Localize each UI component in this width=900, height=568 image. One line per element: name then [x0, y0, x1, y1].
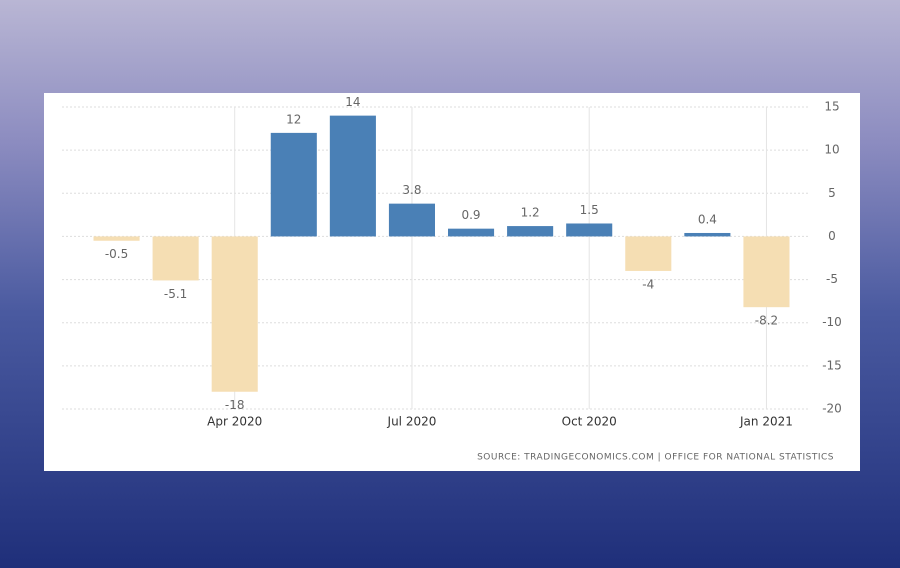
- y-tick-label: -5: [826, 272, 838, 286]
- x-tick-label: Apr 2020: [207, 415, 262, 429]
- bar: [93, 236, 140, 241]
- y-tick-label: -10: [822, 315, 842, 329]
- y-tick-label: 0: [828, 229, 836, 243]
- x-tick-label: Oct 2020: [562, 415, 617, 429]
- y-tick-label: -15: [822, 358, 842, 372]
- x-tick-label: Jan 2021: [739, 415, 793, 429]
- data-label: 0.9: [461, 208, 480, 222]
- bar: [625, 236, 672, 271]
- source: SOURCE: TRADINGECONOMICS.COM | OFFICE FO…: [477, 453, 834, 463]
- bar: [507, 226, 554, 237]
- y-tick-label: 15: [824, 100, 839, 114]
- data-label: 3.8: [402, 183, 421, 197]
- x-tick-label: Jul 2020: [387, 415, 437, 429]
- bar: [684, 232, 731, 237]
- y-tick-label: -20: [822, 402, 842, 416]
- data-label: 1.5: [580, 203, 599, 217]
- data-label: -8.2: [755, 314, 778, 328]
- data-label: 14: [345, 95, 360, 109]
- data-label: 0.4: [698, 212, 717, 226]
- bar: [447, 228, 495, 237]
- bar: [566, 223, 613, 237]
- y-tick-label: 5: [828, 186, 836, 200]
- chart-panel: [44, 93, 860, 471]
- bar: [743, 236, 790, 308]
- bar: [388, 203, 436, 237]
- bar: [211, 236, 258, 392]
- y-tick-label: 10: [824, 143, 839, 157]
- bar: [152, 236, 199, 281]
- data-label: -5.1: [164, 287, 187, 301]
- bar: [270, 132, 317, 237]
- data-label: 1.2: [521, 206, 540, 220]
- data-label: -18: [225, 398, 245, 412]
- data-label: 12: [286, 112, 301, 126]
- data-label: -0.5: [105, 247, 128, 261]
- data-label: -4: [642, 277, 654, 291]
- bar: [329, 115, 376, 237]
